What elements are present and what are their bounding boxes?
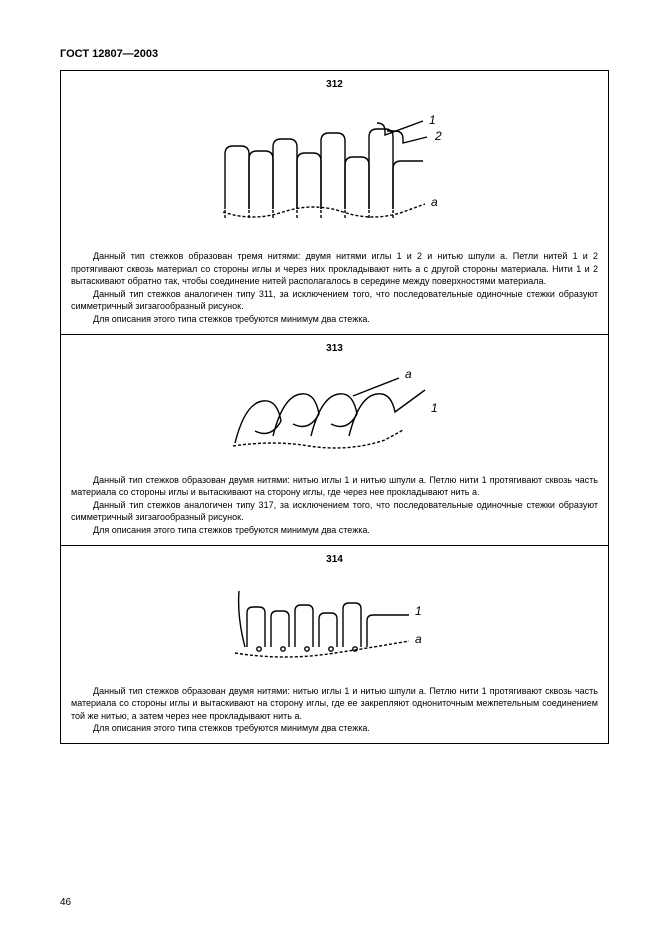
label-a: a xyxy=(431,195,438,209)
diagram-313: a 1 xyxy=(205,358,465,468)
para: Данный тип стежков аналогичен типу 311, … xyxy=(71,288,598,313)
diagram-314: 1 a xyxy=(205,569,465,679)
para: Данный тип стежков образован тремя нитям… xyxy=(71,250,598,288)
label-a: a xyxy=(405,367,412,381)
section-313: 313 a 1 Данный тип стежков образован дву… xyxy=(61,335,608,546)
section-number: 313 xyxy=(71,343,598,354)
para: Для описания этого типа стежков требуютс… xyxy=(71,722,598,735)
page-number: 46 xyxy=(60,897,71,908)
description-314: Данный тип стежков образован двумя нитям… xyxy=(71,685,598,735)
para: Данный тип стежков образован двумя нитям… xyxy=(71,685,598,723)
section-number: 314 xyxy=(71,554,598,565)
para: Для описания этого типа стежков требуютс… xyxy=(71,524,598,537)
section-312: 312 1 xyxy=(61,71,608,335)
para: Для описания этого типа стежков требуютс… xyxy=(71,313,598,326)
content-box: 312 1 xyxy=(60,70,609,744)
diagram-312: 1 2 a xyxy=(185,94,485,244)
label-a: a xyxy=(415,632,422,646)
label-1: 1 xyxy=(429,113,436,127)
description-312: Данный тип стежков образован тремя нитям… xyxy=(71,250,598,326)
para: Данный тип стежков аналогичен типу 317, … xyxy=(71,499,598,524)
label-1: 1 xyxy=(415,604,422,618)
document-header: ГОСТ 12807—2003 xyxy=(60,48,609,60)
section-314: 314 1 a xyxy=(61,546,608,743)
para: Данный тип стежков образован двумя нитям… xyxy=(71,474,598,499)
label-2: 2 xyxy=(434,129,442,143)
section-number: 312 xyxy=(71,79,598,90)
label-1: 1 xyxy=(431,401,438,415)
description-313: Данный тип стежков образован двумя нитям… xyxy=(71,474,598,537)
